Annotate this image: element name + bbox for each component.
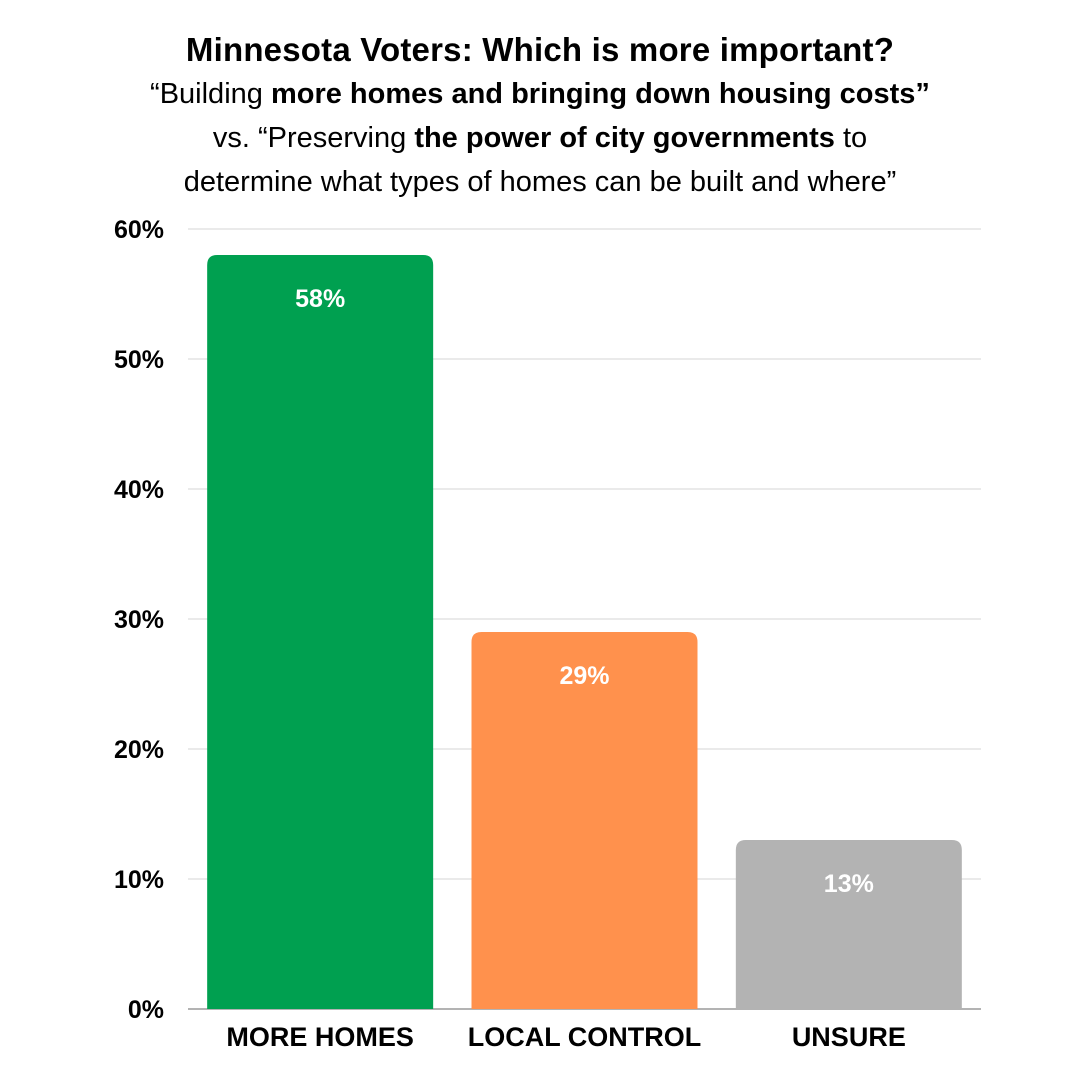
data-label: 29% — [559, 662, 609, 690]
y-tick-label: 50% — [114, 346, 164, 374]
chart-header: Minnesota Voters: Which is more importan… — [0, 28, 1080, 204]
subtitle-line-1-bold: more homes and bringing down housing cos… — [270, 78, 930, 110]
y-tick-label: 0% — [128, 996, 164, 1024]
subtitle-line-1: “Building more homes and bringing down h… — [0, 72, 1080, 116]
subtitle-line-2: vs. “Preserving the power of city govern… — [0, 116, 1080, 160]
subtitle-line-3: determine what types of homes can be bui… — [183, 166, 897, 198]
bar — [735, 840, 962, 1009]
y-tick-label: 30% — [114, 606, 164, 634]
subtitle-line-2-bold: the power of city governments — [414, 122, 835, 154]
subtitle-line-2-text: vs. “Preserving — [212, 122, 415, 154]
x-axis: MORE HOMES LOCAL CONTROL UNSURE — [226, 1022, 905, 1052]
data-label: 13% — [824, 870, 874, 898]
x-category-label: LOCAL CONTROL — [468, 1022, 701, 1052]
y-tick-label: 10% — [114, 866, 164, 894]
chart-title: Minnesota Voters: Which is more importan… — [185, 31, 895, 68]
bar — [207, 255, 434, 1009]
y-tick-label: 20% — [114, 736, 164, 764]
x-category-label: UNSURE — [792, 1022, 906, 1052]
subtitle-line-1-text: “Building — [150, 78, 271, 110]
subtitle-line-2-end: to — [834, 122, 868, 154]
data-label: 58% — [295, 285, 345, 313]
bars: 58% 29% 13% — [207, 255, 962, 1009]
x-category-label: MORE HOMES — [226, 1022, 414, 1052]
y-tick-label: 60% — [114, 216, 164, 244]
y-axis: 0% 10% 20% 30% 40% 50% 60% — [114, 216, 164, 1024]
y-tick-label: 40% — [114, 476, 164, 504]
bar — [471, 632, 698, 1009]
